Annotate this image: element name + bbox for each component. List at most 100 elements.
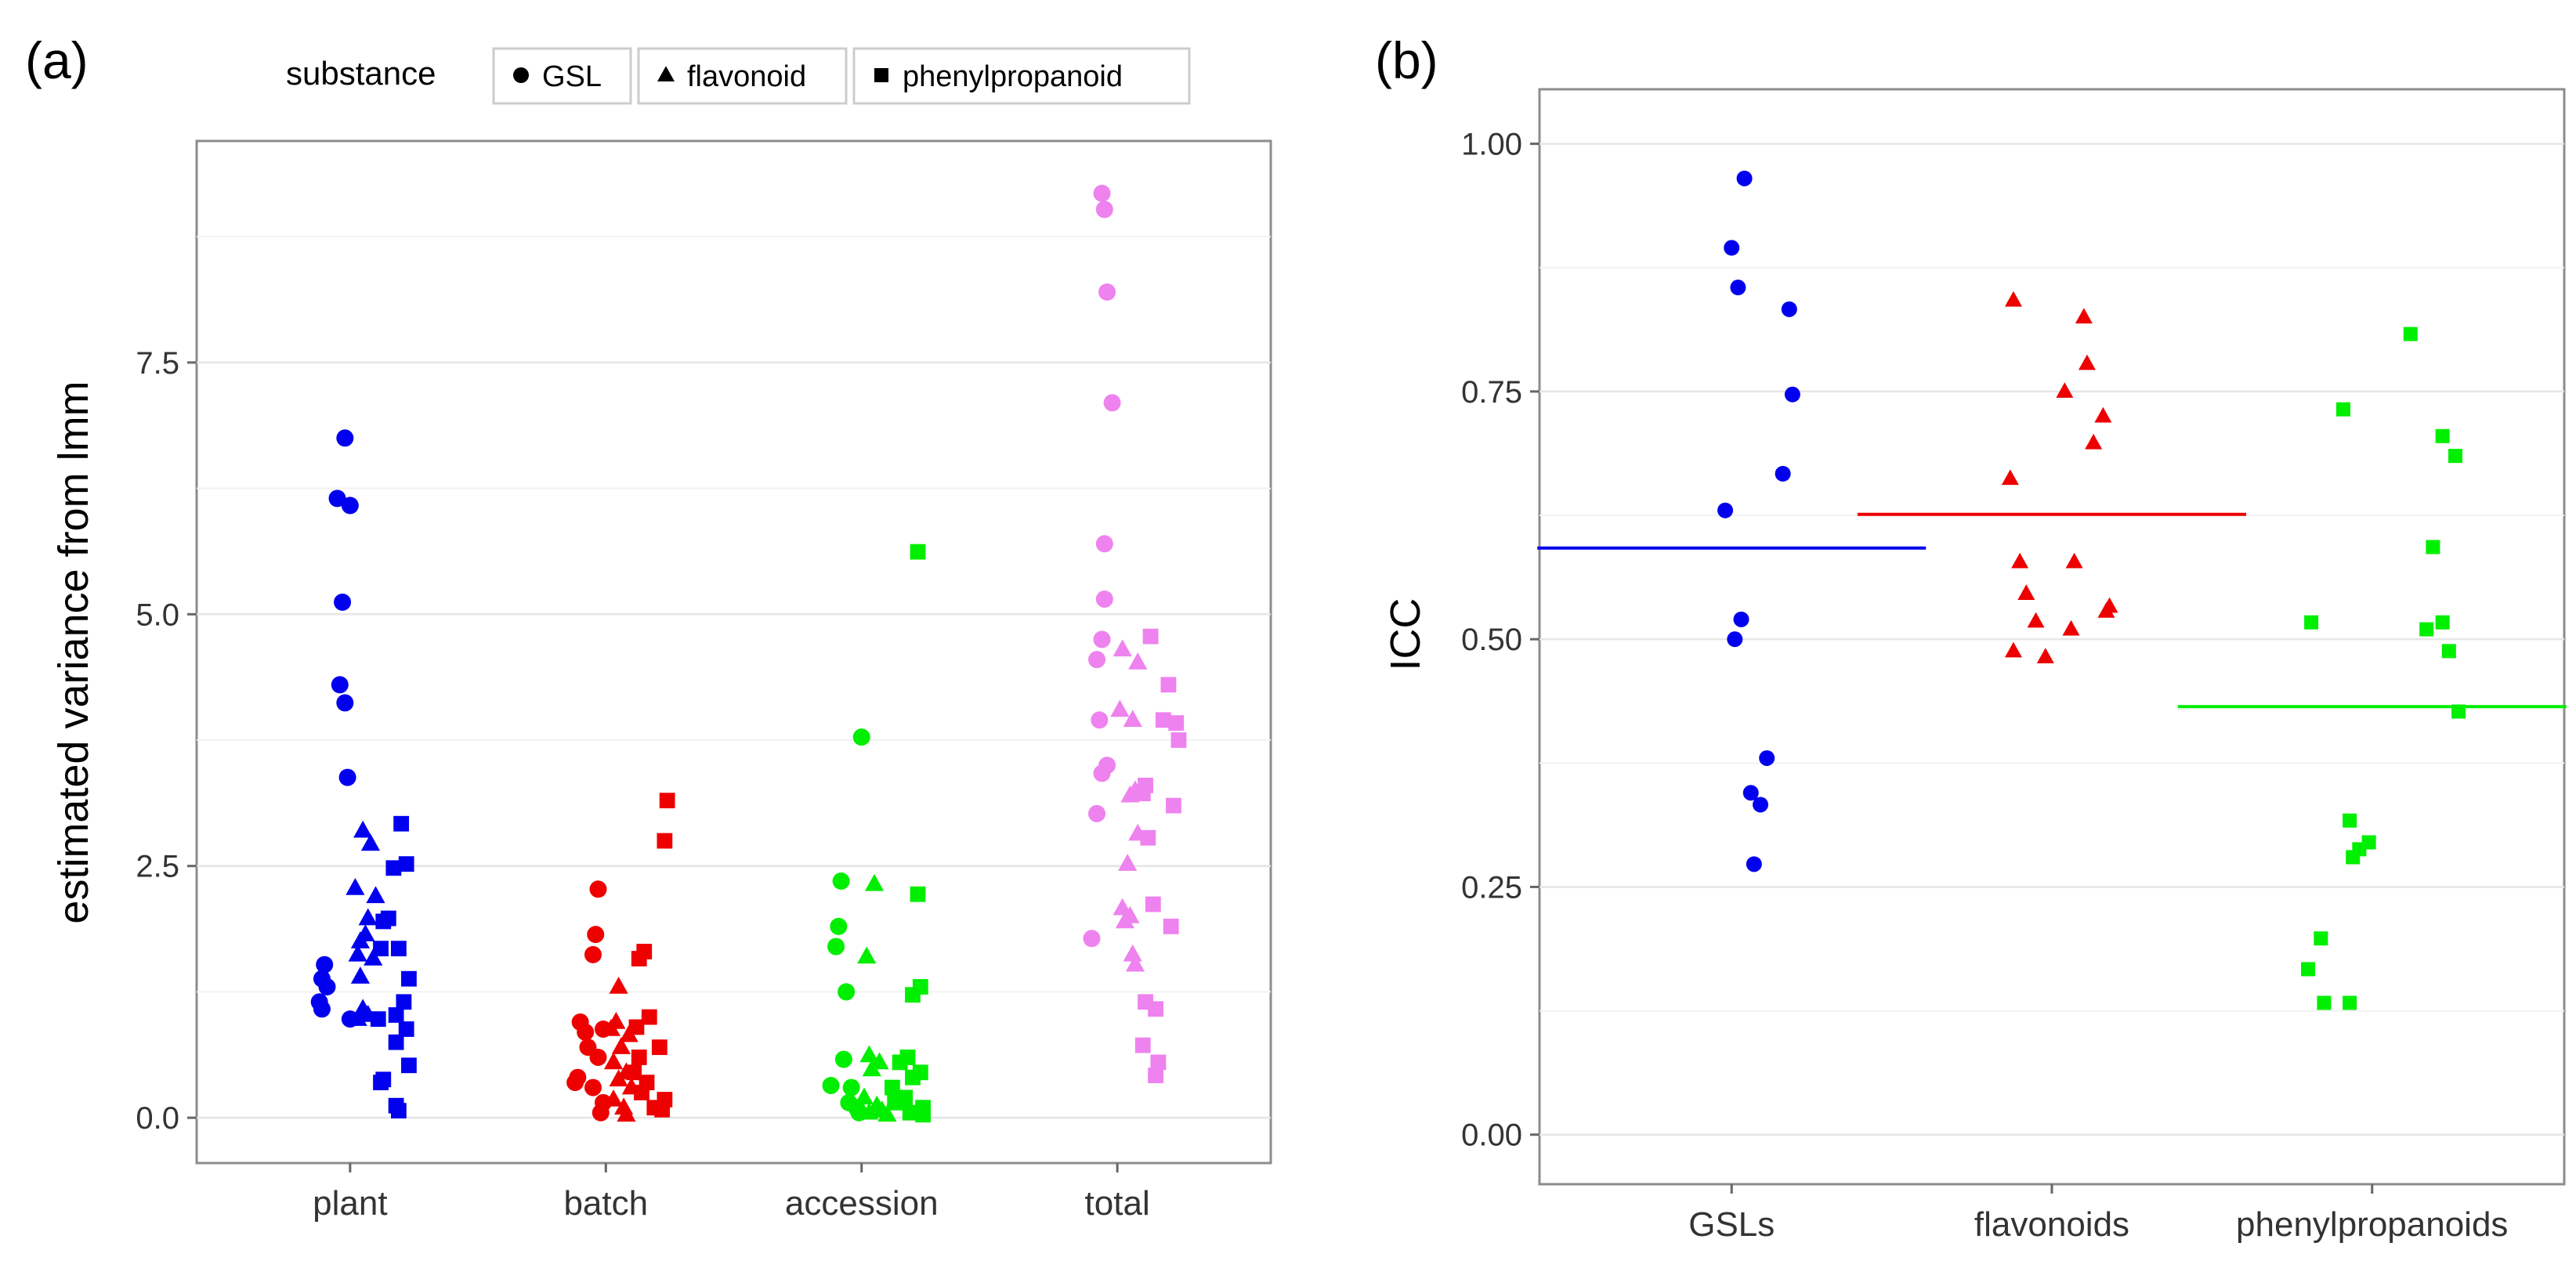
data-point: [1088, 804, 1106, 822]
data-point: [830, 917, 848, 935]
legend-title: substance: [286, 55, 436, 92]
data-point: [375, 913, 392, 930]
data-point: [2062, 620, 2080, 636]
x-tick-label-batch: batch: [563, 1184, 648, 1223]
data-point: [316, 956, 334, 974]
data-point: [1166, 797, 1181, 814]
data-point: [634, 1085, 649, 1100]
data-point: [626, 1064, 642, 1081]
data-point: [336, 429, 354, 447]
data-point: [1093, 764, 1111, 782]
data-point: [1095, 200, 1113, 219]
data-point: [1148, 1001, 1164, 1017]
data-point: [859, 1102, 879, 1120]
y-tick-label: 1.00: [1461, 128, 1522, 162]
data-point: [373, 1075, 389, 1091]
data-point: [393, 815, 410, 832]
data-point: [1717, 502, 1734, 518]
data-point: [346, 878, 365, 895]
data-point: [864, 873, 885, 891]
data-point: [2448, 449, 2463, 464]
panel-b-mean-lines: [1537, 512, 2567, 709]
data-point: [1113, 639, 1132, 657]
data-point: [584, 1078, 602, 1096]
data-point: [401, 1057, 417, 1074]
data-point: [1093, 630, 1111, 648]
data-point: [318, 978, 336, 995]
data-point: [1759, 750, 1775, 766]
data-point: [358, 908, 378, 926]
data-point: [1142, 628, 1159, 645]
data-point: [1168, 715, 1185, 732]
data-point: [877, 1104, 897, 1122]
legend-label: flavonoid: [687, 60, 806, 93]
data-point: [1125, 954, 1145, 972]
data-point: [589, 1049, 607, 1066]
data-point: [350, 966, 371, 984]
data-point: [2078, 354, 2096, 370]
data-point: [2004, 291, 2022, 307]
data-point: [915, 1107, 931, 1123]
data-point: [654, 1101, 670, 1118]
data-point: [2027, 612, 2045, 628]
data-point: [822, 1077, 840, 1094]
data-point: [1110, 699, 1130, 717]
data-point: [2085, 433, 2103, 450]
data-point: [341, 497, 359, 515]
data-point: [838, 983, 856, 1001]
data-point: [2017, 584, 2035, 600]
data-point: [1134, 1037, 1151, 1053]
data-point: [370, 1011, 386, 1028]
panel-b-plot-background: [1538, 88, 2566, 1186]
data-point: [2343, 995, 2357, 1010]
data-point: [2304, 615, 2319, 630]
data-point: [611, 1037, 631, 1054]
data-point: [566, 1074, 584, 1092]
data-point: [1160, 677, 1177, 693]
x-tick-label-accession: accession: [785, 1184, 939, 1223]
y-tick-label: 2.5: [136, 850, 179, 884]
data-point: [1128, 652, 1148, 670]
data-point: [910, 886, 926, 902]
panel-b-points: [1717, 170, 2466, 1010]
x-tick-label-GSLs: GSLs: [1688, 1205, 1775, 1244]
data-point: [2075, 308, 2093, 323]
data-point: [1781, 301, 1797, 317]
data-point: [338, 768, 356, 786]
data-point: [609, 1069, 628, 1087]
data-point: [1156, 712, 1171, 728]
data-point: [1123, 710, 1142, 728]
data-point: [1123, 944, 1142, 962]
data-point: [2097, 601, 2115, 618]
data-point: [617, 1104, 636, 1122]
data-point: [2036, 648, 2054, 663]
panel-a-gridlines: [197, 236, 1271, 1119]
panel-b-chart: 0.00 0.25 0.50 0.75 1.00 GSLs flavonoids pheny…: [1382, 88, 2567, 1244]
data-point: [366, 886, 385, 904]
y-tick-label: 7.5: [136, 346, 179, 381]
data-point: [360, 833, 381, 851]
data-point: [328, 489, 346, 508]
panel-b-x-axis: GSLs flavonoids phenylpropanoids: [1688, 1184, 2508, 1244]
data-point: [398, 856, 414, 872]
data-point: [2403, 327, 2418, 341]
panel-a-y-axis-title: estimated variance from lmm: [50, 381, 97, 923]
panel-b-y-axis-title: ICC: [1382, 598, 1429, 671]
data-point: [1098, 283, 1116, 301]
legend-label: phenylpropanoid: [903, 60, 1123, 93]
data-point: [852, 728, 870, 746]
data-point: [657, 833, 673, 849]
data-point: [1095, 591, 1113, 608]
data-point: [827, 937, 845, 956]
data-point: [592, 1104, 610, 1122]
data-point: [2011, 552, 2029, 569]
data-point: [603, 1089, 624, 1107]
legend: substance GSL flavonoid phenylpropanoid: [286, 47, 1191, 105]
data-point: [1150, 1054, 1167, 1071]
data-point: [385, 860, 402, 876]
data-point: [2451, 704, 2466, 719]
data-point: [905, 987, 921, 1003]
data-point: [1736, 170, 1753, 186]
data-point: [1784, 386, 1800, 403]
panel-b-gridlines: [1539, 143, 2564, 1136]
